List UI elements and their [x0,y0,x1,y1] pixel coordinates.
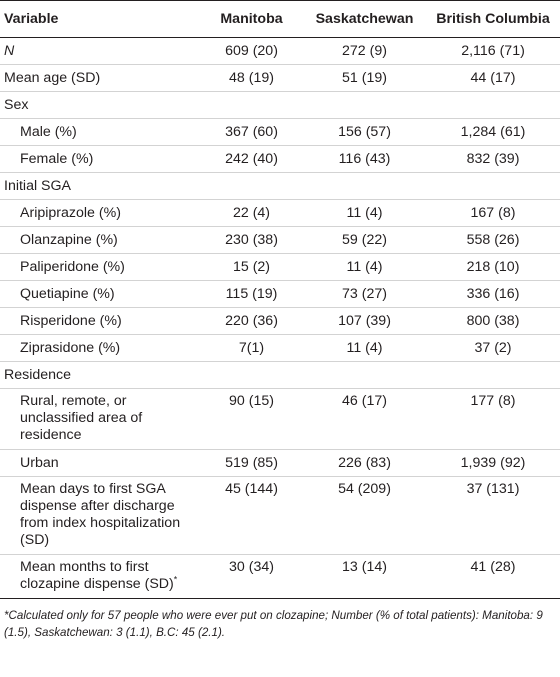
cell-british-columbia: 336 (16) [426,280,560,308]
table-row: Olanzapine (%) 230 (38) 59 (22) 558 (26) [0,226,560,254]
cell-manitoba: 45 (144) [200,476,303,555]
cell-british-columbia: 41 (28) [426,554,560,599]
table-row: Mean age (SD) 48 (19) 51 (19) 44 (17) [0,64,560,92]
cell-saskatchewan: 116 (43) [303,145,426,173]
row-label: Male (%) [0,118,200,146]
cell-saskatchewan [303,361,426,389]
cell-saskatchewan: 73 (27) [303,280,426,308]
cell-manitoba: 115 (19) [200,280,303,308]
cell-saskatchewan: 13 (14) [303,554,426,599]
cell-british-columbia: 167 (8) [426,199,560,227]
row-label: Mean age (SD) [0,64,200,92]
table-footnote: *Calculated only for 57 people who were … [4,609,543,639]
table-row: Paliperidone (%) 15 (2) 11 (4) 218 (10) [0,253,560,281]
cell-manitoba: 90 (15) [200,388,303,450]
cell-manitoba: 230 (38) [200,226,303,254]
cell-saskatchewan: 11 (4) [303,253,426,281]
cell-saskatchewan [303,172,426,200]
cell-manitoba [200,172,303,200]
cell-british-columbia: 558 (26) [426,226,560,254]
cell-british-columbia: 832 (39) [426,145,560,173]
cell-british-columbia: 1,939 (92) [426,449,560,477]
cell-saskatchewan: 54 (209) [303,476,426,555]
table-row: Rural, remote, or unclassified area of r… [0,388,560,450]
row-label: Female (%) [0,145,200,173]
row-label: N [0,37,200,65]
table-row: Mean months to first clozapine dispense … [0,554,560,599]
header-saskatchewan: Saskatchewan [303,0,426,38]
table-row: Sex [0,91,560,119]
row-label: Urban [0,449,200,477]
header-manitoba: Manitoba [200,0,303,38]
cell-manitoba [200,361,303,389]
cell-manitoba: 15 (2) [200,253,303,281]
row-label: Sex [0,91,200,119]
row-label: Ziprasidone (%) [0,334,200,362]
cell-manitoba: 242 (40) [200,145,303,173]
table-row: N 609 (20) 272 (9) 2,116 (71) [0,37,560,65]
cell-saskatchewan: 11 (4) [303,334,426,362]
table-row: Mean days to first SGA dispense after di… [0,476,560,555]
cell-manitoba: 30 (34) [200,554,303,599]
cell-manitoba: 367 (60) [200,118,303,146]
cell-british-columbia [426,91,560,119]
table-row: Male (%) 367 (60) 156 (57) 1,284 (61) [0,118,560,146]
row-label: Residence [0,361,200,389]
table-row: Female (%) 242 (40) 116 (43) 832 (39) [0,145,560,173]
cell-british-columbia: 37 (131) [426,476,560,555]
cell-saskatchewan: 51 (19) [303,64,426,92]
table-row: Urban 519 (85) 226 (83) 1,939 (92) [0,449,560,477]
row-label: Aripiprazole (%) [0,199,200,227]
row-label: Olanzapine (%) [0,226,200,254]
cell-saskatchewan [303,91,426,119]
row-label-text: Mean months to first clozapine dispense … [20,559,174,592]
header-british-columbia: British Columbia [426,0,560,38]
cell-saskatchewan: 156 (57) [303,118,426,146]
table-row: Quetiapine (%) 115 (19) 73 (27) 336 (16) [0,280,560,308]
cell-manitoba: 220 (36) [200,307,303,335]
header-row: Variable Manitoba Saskatchewan British C… [0,0,560,38]
footnote-marker: * [173,574,178,585]
table-row: Aripiprazole (%) 22 (4) 11 (4) 167 (8) [0,199,560,227]
table-row: Initial SGA [0,172,560,200]
cell-saskatchewan: 226 (83) [303,449,426,477]
cell-manitoba: 519 (85) [200,449,303,477]
cell-british-columbia: 2,116 (71) [426,37,560,65]
cell-manitoba: 48 (19) [200,64,303,92]
row-label: Rural, remote, or unclassified area of r… [0,388,200,450]
table-row: Ziprasidone (%) 7(1) 11 (4) 37 (2) [0,334,560,362]
cell-manitoba: 7(1) [200,334,303,362]
demographics-table: Variable Manitoba Saskatchewan British C… [0,0,560,599]
cell-manitoba: 22 (4) [200,199,303,227]
table-row: Residence [0,361,560,389]
row-label: Mean days to first SGA dispense after di… [0,476,200,555]
cell-british-columbia: 218 (10) [426,253,560,281]
table-row: Risperidone (%) 220 (36) 107 (39) 800 (3… [0,307,560,335]
cell-british-columbia: 37 (2) [426,334,560,362]
row-label: Mean months to first clozapine dispense … [0,554,200,599]
cell-british-columbia: 44 (17) [426,64,560,92]
cell-british-columbia: 1,284 (61) [426,118,560,146]
table-body: N 609 (20) 272 (9) 2,116 (71) Mean age (… [0,37,560,599]
cell-british-columbia [426,361,560,389]
row-label: Paliperidone (%) [0,253,200,281]
cell-saskatchewan: 59 (22) [303,226,426,254]
cell-saskatchewan: 46 (17) [303,388,426,450]
header-variable: Variable [0,0,200,38]
table-header: Variable Manitoba Saskatchewan British C… [0,0,560,38]
cell-saskatchewan: 272 (9) [303,37,426,65]
cell-british-columbia: 800 (38) [426,307,560,335]
cell-manitoba [200,91,303,119]
row-label: Initial SGA [0,172,200,200]
cell-british-columbia [426,172,560,200]
row-label: Quetiapine (%) [0,280,200,308]
row-label: Risperidone (%) [0,307,200,335]
cell-british-columbia: 177 (8) [426,388,560,450]
cell-saskatchewan: 107 (39) [303,307,426,335]
cell-saskatchewan: 11 (4) [303,199,426,227]
cell-manitoba: 609 (20) [200,37,303,65]
